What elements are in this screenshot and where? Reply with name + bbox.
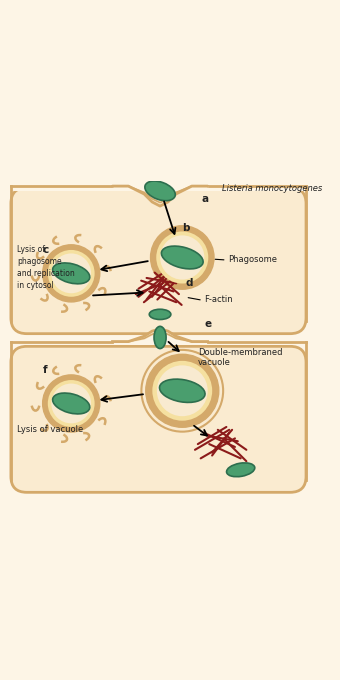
Ellipse shape	[149, 309, 171, 320]
Text: f: f	[42, 365, 47, 375]
Circle shape	[157, 365, 208, 416]
Text: a: a	[201, 194, 208, 204]
Ellipse shape	[145, 181, 175, 201]
Ellipse shape	[154, 326, 166, 349]
Text: e: e	[204, 320, 211, 329]
Bar	[14, 340, 303, 345]
Circle shape	[156, 231, 208, 284]
Text: b: b	[182, 222, 190, 233]
Circle shape	[48, 380, 95, 427]
Circle shape	[152, 361, 212, 421]
Text: Phagosome: Phagosome	[228, 255, 277, 265]
Text: Lysis of vacuole: Lysis of vacuole	[17, 425, 84, 434]
Text: Listeria monocytogenes: Listeria monocytogenes	[222, 184, 322, 193]
Circle shape	[51, 254, 91, 293]
Circle shape	[48, 250, 95, 296]
Ellipse shape	[162, 246, 203, 269]
Circle shape	[151, 226, 214, 289]
Circle shape	[160, 235, 204, 279]
Text: d: d	[185, 278, 193, 288]
Circle shape	[42, 245, 100, 302]
Ellipse shape	[53, 393, 90, 414]
FancyBboxPatch shape	[11, 346, 306, 492]
Circle shape	[146, 354, 219, 427]
Text: c: c	[42, 245, 49, 255]
Text: F-actin: F-actin	[204, 295, 233, 304]
FancyBboxPatch shape	[11, 188, 306, 334]
Circle shape	[42, 375, 100, 432]
Ellipse shape	[53, 263, 90, 284]
Text: Lysis of
phagosome
and replication
in cytosol: Lysis of phagosome and replication in cy…	[17, 245, 75, 290]
Circle shape	[51, 384, 91, 424]
Text: Double-membraned
vacuole: Double-membraned vacuole	[198, 348, 283, 367]
Ellipse shape	[226, 463, 255, 477]
Bar	[14, 178, 303, 191]
Ellipse shape	[159, 379, 205, 403]
